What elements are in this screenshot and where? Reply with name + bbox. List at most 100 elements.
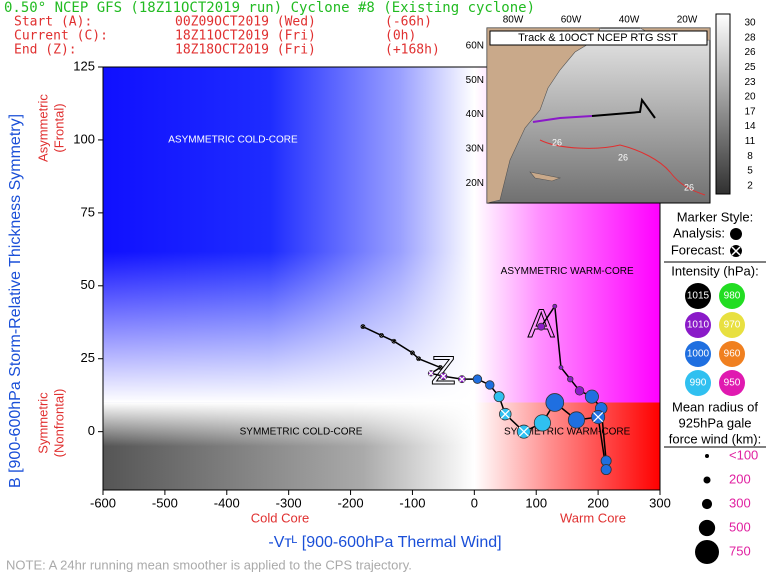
y-axis-label: B [900-600hPa Storm-Relative Thickness S… <box>7 114 24 488</box>
sst-contour <box>539 139 706 196</box>
forecast-cross <box>416 356 421 361</box>
trajectory-point <box>537 322 546 331</box>
chart-title: 0.50° NCEP GFS (18Z11OCT2019 run) Cyclon… <box>4 0 535 16</box>
lon-label: 80W <box>503 15 524 26</box>
sst-label: 26 <box>684 182 694 192</box>
lon-label: 60W <box>561 15 582 26</box>
intensity-swatch <box>719 370 745 396</box>
legend-marker <box>730 228 742 240</box>
intensity-label: 970 <box>724 320 741 331</box>
colorbar-label: 25 <box>744 62 756 73</box>
map-title: Track & 10OCT NCEP RTG SST <box>518 32 678 44</box>
map-title-box <box>489 30 708 46</box>
forecast-cross <box>379 333 384 338</box>
forecast-cross <box>438 365 443 370</box>
header-text: Start (A): <box>14 15 92 30</box>
x-axis-label: -Vᴛᴸ [900-600hPa Thermal Wind] <box>268 534 501 551</box>
end-label: Z <box>431 349 455 393</box>
x-tick-label: 200 <box>587 495 609 510</box>
intensity-swatch <box>685 370 711 396</box>
radius-label: 300 <box>729 495 751 510</box>
colorbar-label: 28 <box>744 32 756 43</box>
inset-map: Track & 10OCT NCEP RTG SST 26 26 26 <box>486 27 711 204</box>
lat-label: 40N <box>466 109 484 120</box>
trajectory-point <box>533 414 551 432</box>
trajectory-point <box>485 380 495 390</box>
trajectory-point <box>600 464 612 476</box>
y-axis-sublabel: (Nonfrontal) <box>51 389 66 458</box>
y-tick-label: 75 <box>81 204 95 219</box>
forecast-cross <box>392 339 396 344</box>
x-tick-label: -500 <box>152 495 178 510</box>
x-tick-label: 100 <box>525 495 547 510</box>
colorbar-label: 30 <box>744 18 756 29</box>
y-tick-label: 25 <box>81 350 95 365</box>
intensity-swatch <box>719 312 745 338</box>
forecast-cross <box>428 370 434 376</box>
trajectory-point <box>574 386 585 396</box>
colorbar-label: 17 <box>744 106 756 117</box>
radius-swatch <box>695 540 719 564</box>
radius-label: 500 <box>729 519 751 534</box>
intensity-swatch <box>685 312 711 338</box>
intensity-label: 1000 <box>687 349 710 360</box>
y-axis-sublabel: Asymmetric <box>35 94 50 162</box>
radius-swatch <box>705 454 709 458</box>
header-text: (+168h) <box>385 43 440 58</box>
colorbar-label: 14 <box>744 121 756 132</box>
trajectory-point <box>584 389 599 404</box>
x-axis-sublabel: Warm Core <box>560 510 626 525</box>
forecast-cross <box>361 324 365 329</box>
forecast-cross <box>500 409 510 419</box>
sst-label: 26 <box>618 152 628 162</box>
x-axis-sublabel: Cold Core <box>251 510 310 525</box>
legend-title: Marker Style: <box>677 209 754 224</box>
x-tick-label: 0 <box>471 495 478 510</box>
legend-title: Intensity (hPa): <box>671 263 758 278</box>
plot-area: ASYMMETRIC COLD-CORE ASYMMETRIC WARM-CORE… <box>102 66 661 491</box>
lat-label: 20N <box>466 178 484 189</box>
track <box>532 115 593 123</box>
header-text: (-66h) <box>385 15 432 30</box>
trajectory-point <box>472 374 483 384</box>
legend-title: Mean radius of <box>672 399 758 414</box>
region-bg <box>103 402 475 490</box>
y-tick-label: 50 <box>81 277 95 292</box>
legend-marker <box>731 246 741 256</box>
y-axis-sublabel: Symmetric <box>35 392 50 454</box>
forecast-cross <box>593 411 604 423</box>
intensity-label: 990 <box>690 378 707 389</box>
sst-label: 26 <box>552 137 562 147</box>
radius-swatch <box>698 519 716 537</box>
y-tick-label: 0 <box>88 423 95 438</box>
lon-label: 20W <box>677 15 698 26</box>
trajectory-point <box>567 411 586 429</box>
header-text: 18Z18OCT2019 (Fri) <box>175 43 316 58</box>
radius-label: 750 <box>729 543 751 558</box>
region-label: ASYMMETRIC WARM-CORE <box>501 266 634 277</box>
legend-title: 925hPa gale <box>678 415 751 430</box>
note: NOTE: A 24hr running mean smoother is ap… <box>6 557 412 572</box>
colorbar-label: 20 <box>744 92 756 103</box>
intensity-swatch <box>685 341 711 367</box>
colorbar-label: 2 <box>747 180 753 191</box>
intensity-swatch <box>719 283 745 309</box>
y-axis-sublabel: (Frontal) <box>51 103 66 152</box>
intensity-label: 1010 <box>687 320 710 331</box>
trajectory-point <box>558 365 564 370</box>
trajectory-point <box>545 393 565 412</box>
lon-label: 40W <box>619 15 640 26</box>
intensity-label: 980 <box>724 291 741 302</box>
legend-title: force wind (km): <box>669 431 761 446</box>
x-tick-label: -400 <box>214 495 240 510</box>
colorbar-label: 8 <box>747 151 753 162</box>
forecast-cross <box>410 351 415 355</box>
trajectory-point <box>493 391 505 403</box>
colorbar-label: 5 <box>747 166 753 177</box>
lat-label: 50N <box>466 75 484 86</box>
intensity-label: 960 <box>724 349 741 360</box>
track <box>591 97 656 119</box>
region-label: SYMMETRIC COLD-CORE <box>240 426 363 437</box>
